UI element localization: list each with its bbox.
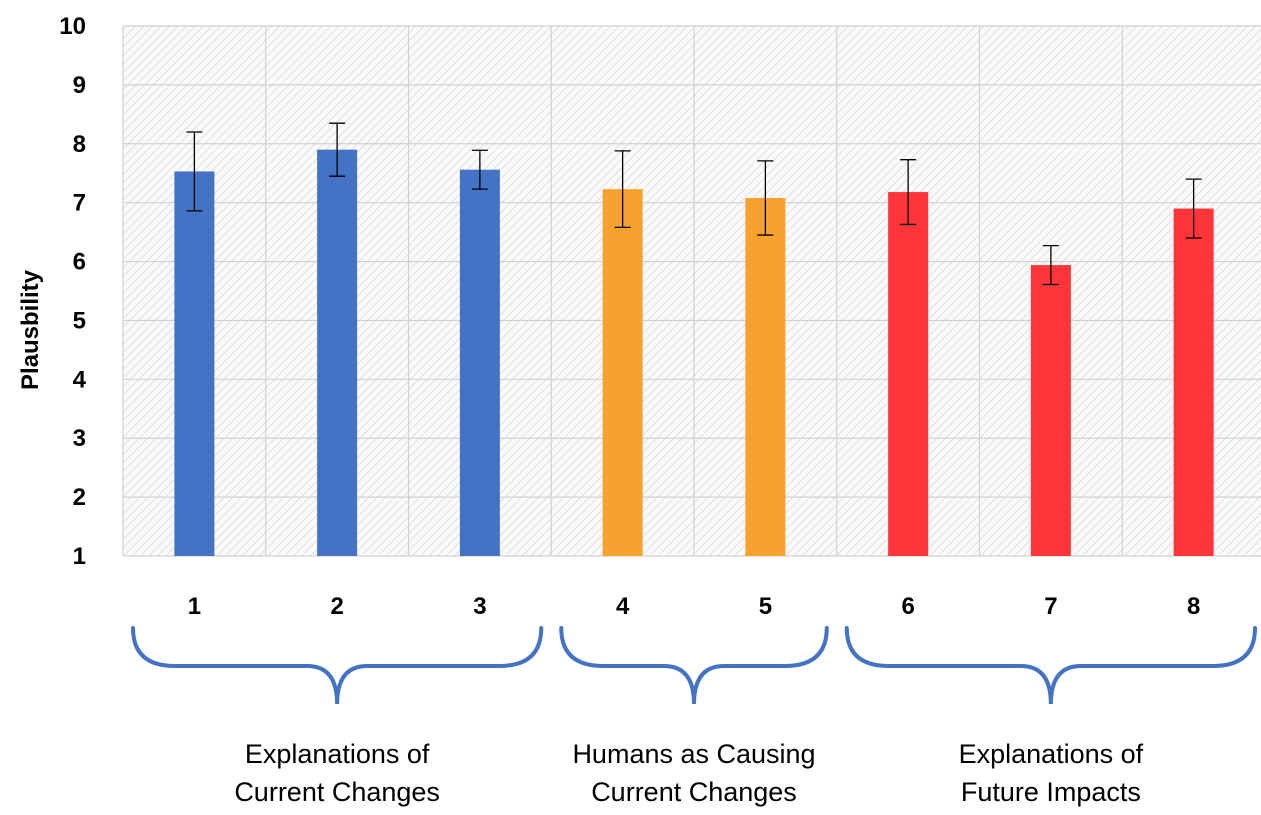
bar xyxy=(745,197,786,556)
y-axis-ticks: 1 2 3 4 5 6 7 8 9 10 xyxy=(59,13,86,570)
group-label-line: Explanations of xyxy=(959,739,1144,769)
error-bars xyxy=(186,122,1202,286)
x-tick-label: 5 xyxy=(759,593,772,620)
y-tick-label: 2 xyxy=(73,484,86,511)
y-axis-label: Plausbility xyxy=(17,269,44,390)
bar xyxy=(459,169,500,556)
plot-area xyxy=(123,26,1261,556)
x-tick-label: 2 xyxy=(330,593,343,620)
group-brace xyxy=(559,626,829,705)
y-tick-label: 10 xyxy=(59,13,86,40)
group-brace xyxy=(844,626,1257,705)
y-tick-label: 8 xyxy=(73,131,86,158)
bar xyxy=(1030,265,1071,556)
bar xyxy=(602,189,643,556)
group-brace xyxy=(131,626,544,705)
x-tick-label: 3 xyxy=(473,593,486,620)
y-tick-label: 3 xyxy=(73,425,86,452)
y-tick-label: 1 xyxy=(73,543,86,570)
x-tick-label: 6 xyxy=(901,593,914,620)
y-tick-label: 4 xyxy=(73,366,87,393)
y-tick-label: 9 xyxy=(73,72,86,99)
x-tick-label: 1 xyxy=(188,593,201,620)
gridlines xyxy=(122,25,1261,557)
y-tick-label: 5 xyxy=(73,307,86,334)
x-tick-label: 8 xyxy=(1187,593,1200,620)
x-tick-label: 4 xyxy=(616,593,630,620)
group-label-line: Humans as Causing xyxy=(572,739,815,769)
group-braces xyxy=(131,626,1257,705)
bar xyxy=(1173,208,1214,557)
x-tick-label: 7 xyxy=(1044,593,1057,620)
bar xyxy=(174,171,215,556)
group-label-line: Future Impacts xyxy=(961,777,1141,807)
bar xyxy=(888,192,929,557)
group-label-line: Current Changes xyxy=(591,777,797,807)
group-label-line: Current Changes xyxy=(234,777,440,807)
group-labels: Explanations of Current Changes Humans as … xyxy=(234,739,1143,807)
bar xyxy=(317,149,358,556)
bars xyxy=(174,149,1214,557)
group-label-line: Explanations of xyxy=(245,739,430,769)
x-axis-ticks: 1 2 3 4 5 6 7 8 xyxy=(188,593,1201,620)
y-tick-label: 6 xyxy=(73,249,86,276)
y-tick-label: 7 xyxy=(73,190,86,217)
